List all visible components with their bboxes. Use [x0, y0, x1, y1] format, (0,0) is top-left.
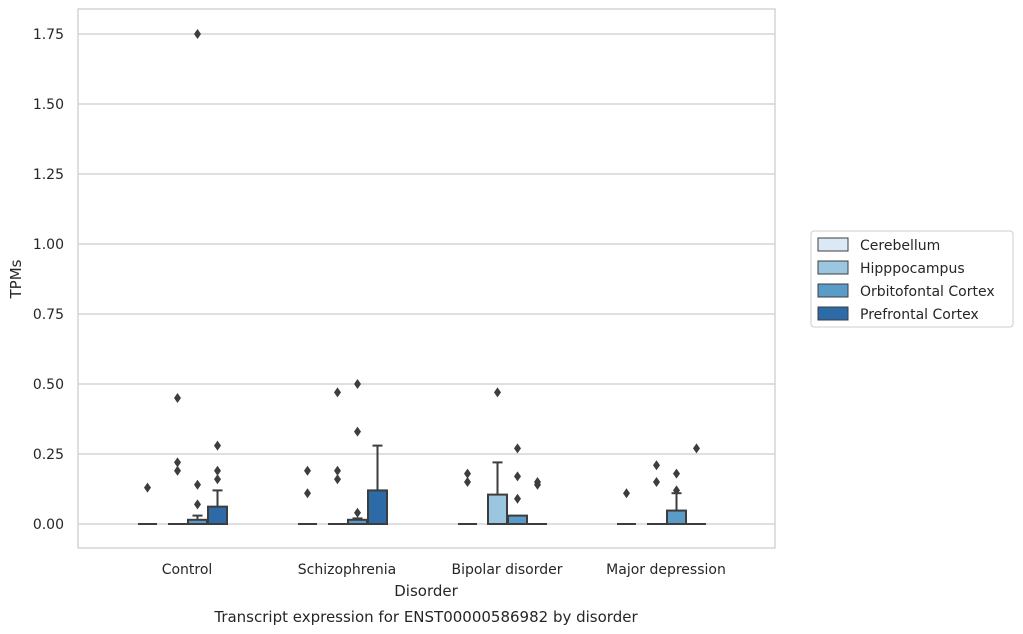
- x-tick-label: Schizophrenia: [298, 562, 396, 578]
- box-prefrontal-cortex-3: [687, 443, 706, 525]
- box-body: [207, 505, 228, 526]
- y-tick-label: 0.50: [33, 377, 64, 393]
- y-axis-title: TPMs: [7, 259, 25, 299]
- outlier-point: [354, 507, 361, 518]
- x-axis-title: Disorder: [394, 582, 458, 600]
- box-body: [367, 489, 388, 525]
- box-orbitofontal-cortex-3: [666, 468, 687, 525]
- outlier-point: [304, 465, 311, 476]
- outlier-point: [174, 465, 181, 476]
- box-cerebellum-0: [138, 482, 157, 525]
- y-tick-labels: 0.00 0.25 0.50 0.75 1.00 1.25 1.50 1.75: [33, 27, 64, 533]
- box-cerebellum-3: [617, 488, 636, 525]
- outlier-point: [304, 488, 311, 499]
- outlier-point: [174, 457, 181, 468]
- legend-label: Orbitofontal Cortex: [860, 284, 995, 300]
- outlier-point: [653, 460, 660, 471]
- plot-frame: [77, 8, 776, 549]
- box-prefrontal-cortex-1: [367, 444, 388, 525]
- gridlines: [78, 33, 775, 525]
- box-body: [507, 514, 528, 525]
- outlier-point: [464, 477, 471, 487]
- legend-swatch: [817, 260, 849, 275]
- box-prefrontal-cortex-0: [207, 440, 228, 526]
- box-orbitofontal-cortex-1: [347, 379, 368, 525]
- outlier-point: [194, 479, 201, 490]
- outlier-point: [653, 477, 660, 487]
- y-tick-label: 1.00: [33, 237, 64, 253]
- box-body: [487, 493, 508, 526]
- legend-label: Hipppocampus: [860, 261, 965, 277]
- box-hipppocampus-1: [328, 387, 347, 525]
- outlier-point: [514, 493, 521, 504]
- outlier-point: [334, 465, 341, 476]
- box-hipppocampus-2: [487, 387, 508, 526]
- outlier-point: [214, 474, 221, 485]
- legend-swatch: [817, 237, 849, 252]
- outlier-point: [334, 474, 341, 485]
- legend-swatch: [817, 283, 849, 298]
- x-tick-label: Bipolar disorder: [451, 562, 562, 578]
- y-tick-label: 1.25: [33, 167, 64, 183]
- box-hipppocampus-3: [647, 460, 666, 525]
- outlier-point: [623, 488, 630, 499]
- y-tick-label: 0.00: [33, 517, 64, 533]
- box-cerebellum-2: [458, 468, 477, 525]
- outlier-point: [194, 29, 201, 39]
- x-tick-label: Major depression: [606, 562, 726, 578]
- outlier-point: [214, 465, 221, 476]
- outlier-point: [194, 499, 201, 510]
- y-tick-label: 1.50: [33, 97, 64, 113]
- box-prefrontal-cortex-2: [528, 477, 547, 525]
- legend-label: Cerebellum: [860, 238, 940, 254]
- outlier-point: [534, 477, 541, 487]
- outlier-point: [464, 468, 471, 479]
- outlier-point: [673, 468, 680, 479]
- outlier-point: [514, 471, 521, 482]
- box-plot-marks: [138, 29, 706, 526]
- legend-label: Prefrontal Cortex: [860, 307, 979, 323]
- outlier-point: [214, 440, 221, 451]
- box-orbitofontal-cortex-2: [507, 443, 528, 525]
- x-tick-labels: Control Schizophrenia Bipolar disorder Majo…: [162, 562, 726, 578]
- y-tick-label: 1.75: [33, 27, 64, 43]
- y-tick-label: 0.75: [33, 307, 64, 323]
- box-body: [666, 509, 687, 525]
- legend-swatch: [817, 306, 849, 321]
- outlier-point: [673, 485, 680, 496]
- legend-frame: [810, 230, 1014, 328]
- y-tick-label: 0.25: [33, 447, 64, 463]
- outlier-point: [334, 387, 341, 398]
- chart-caption: Transcript expression for ENST0000058698…: [213, 608, 638, 626]
- outlier-point: [354, 426, 361, 437]
- x-tick-label: Control: [162, 562, 213, 578]
- outlier-point: [174, 393, 181, 403]
- outlier-point: [514, 443, 521, 454]
- plot-area-border: [77, 8, 776, 549]
- outlier-point: [354, 379, 361, 389]
- outlier-point: [494, 387, 501, 398]
- legend: Cerebellum Hipppocampus Orbitofontal Corte…: [810, 230, 1014, 328]
- box-orbitofontal-cortex-0: [187, 29, 208, 525]
- box-hipppocampus-0: [168, 393, 187, 525]
- outlier-point: [693, 443, 700, 454]
- outlier-point: [144, 482, 151, 493]
- box-cerebellum-1: [298, 465, 317, 525]
